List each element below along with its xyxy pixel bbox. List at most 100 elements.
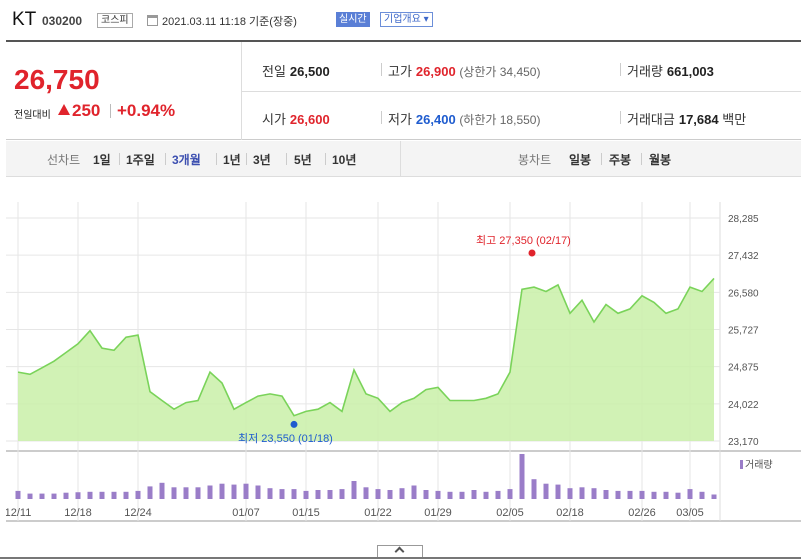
volume-bar [87, 491, 93, 499]
volume-bar [15, 490, 21, 499]
x-tick-label: 02/26 [628, 507, 656, 519]
divider [242, 91, 801, 92]
volume-bar [483, 491, 489, 499]
price-chart[interactable]: 28,285 27,432 26,580 25,727 24,875 24,022 23,1… [6, 177, 801, 545]
amount-label: 거래대금 [627, 112, 675, 127]
upper-limit: (상한가 34,450) [459, 65, 541, 79]
volume-bar [219, 483, 225, 499]
divider [620, 111, 621, 124]
divider [216, 153, 217, 165]
volume-bar [159, 482, 165, 499]
volume-bar [135, 490, 141, 499]
low-label: 저가 [388, 112, 412, 127]
tab-10year[interactable]: 10년 [332, 153, 357, 167]
volume-bar [615, 490, 621, 499]
tab-monthly-candle[interactable]: 월봉 [649, 153, 672, 167]
x-tick-label: 03/05 [676, 507, 704, 519]
line-chart-label: 선차트 [47, 153, 81, 167]
volume-bar [627, 490, 633, 499]
x-tick-label: 12/11 [6, 507, 31, 519]
volume-bar [27, 493, 33, 499]
volume-bar [375, 489, 381, 499]
tab-daily-candle[interactable]: 일봉 [569, 153, 592, 167]
volume-bar [231, 484, 237, 499]
divider [381, 63, 382, 76]
volume-bar [303, 490, 309, 499]
tab-3year[interactable]: 3년 [253, 153, 271, 167]
x-tick-label: 02/18 [556, 507, 584, 519]
tab-3month[interactable]: 3개월 [172, 153, 201, 167]
tab-1year[interactable]: 1년 [223, 153, 241, 167]
volume-bar [435, 490, 441, 499]
volume-bar [111, 491, 117, 499]
chevron-down-icon: ▾ [420, 14, 429, 25]
volume-bar [195, 487, 201, 499]
divider [110, 104, 111, 118]
x-tick-label: 01/15 [292, 507, 320, 519]
volume-bar [279, 489, 285, 499]
price-area [18, 278, 714, 441]
volume: 거래량 661,003 [627, 61, 714, 80]
volume-bar [663, 491, 669, 499]
x-tick-label: 12/18 [64, 507, 92, 519]
y-tick-label: 23,170 [728, 437, 759, 448]
volume-bar [711, 494, 717, 499]
volume-bar [447, 491, 453, 499]
collapse-button[interactable] [377, 545, 423, 558]
change-label: 전일대비 [14, 110, 51, 121]
volume-bar [327, 490, 333, 499]
low-value: 26,400 [415, 112, 456, 127]
price-summary: 26,750 전일대비 250 +0.94% 전일 26,500 고가 26,900… [6, 40, 801, 140]
trade-amount: 거래대금 17,684 백만 [627, 109, 746, 128]
volume-bar [123, 491, 129, 499]
volume-bar [687, 489, 693, 499]
up-arrow-icon [58, 104, 70, 115]
volume-value: 661,003 [666, 64, 714, 79]
volume-bar [507, 489, 513, 499]
open-price: 시가 26,600 [262, 109, 330, 128]
x-tick-label: 01/07 [232, 507, 260, 519]
divider [0, 557, 801, 559]
volume-bar [675, 492, 681, 499]
x-tick-label: 01/29 [424, 507, 452, 519]
tab-1week[interactable]: 1주일 [126, 153, 155, 167]
volume-bar [75, 492, 81, 499]
volume-bar [603, 490, 609, 499]
volume-bar [351, 481, 357, 499]
volume-bar [387, 490, 393, 499]
volume-bar [639, 490, 645, 499]
company-overview-dropdown[interactable]: 기업개요 ▾ [380, 12, 433, 27]
day-low: 저가 26,400 (하한가 18,550) [388, 109, 540, 128]
volume-label: 거래량 [627, 64, 663, 79]
chevron-up-icon [394, 546, 405, 557]
volume-bar [315, 490, 321, 499]
volume-bar [147, 486, 153, 499]
chart-tab-bar: 선차트 1일 1주일 3개월 1년 3년 5년 10년 봉차트 일봉 주봉 월봉 [6, 141, 801, 177]
volume-bar [243, 483, 249, 499]
y-tick-label: 26,580 [728, 288, 759, 299]
amount-value: 17,684 [678, 112, 719, 127]
volume-bar [531, 479, 537, 499]
high-marker [528, 249, 536, 257]
price-change-percent: +0.94% [117, 101, 176, 120]
volume-bar [471, 490, 477, 499]
tab-5year[interactable]: 5년 [294, 153, 312, 167]
y-tick-label: 25,727 [728, 326, 759, 337]
y-tick-label: 27,432 [728, 251, 759, 262]
volume-bar [459, 491, 465, 499]
current-price: 26,750 [14, 64, 100, 95]
tab-1day[interactable]: 1일 [93, 153, 111, 167]
volume-bar [579, 487, 585, 499]
low-marker [290, 420, 298, 428]
high-label: 고가 [388, 64, 412, 79]
realtime-button[interactable]: 실시간 [336, 12, 370, 27]
tab-weekly-candle[interactable]: 주봉 [609, 153, 632, 167]
x-tick-label: 02/05 [496, 507, 524, 519]
volume-bar [99, 491, 105, 499]
stock-name: KT [12, 9, 37, 30]
amount-unit: 백만 [722, 112, 747, 127]
volume-legend-swatch [740, 460, 743, 469]
company-overview-label: 기업개요 [384, 14, 421, 25]
volume-legend-label: 거래량 [745, 459, 773, 471]
divider [246, 153, 247, 165]
